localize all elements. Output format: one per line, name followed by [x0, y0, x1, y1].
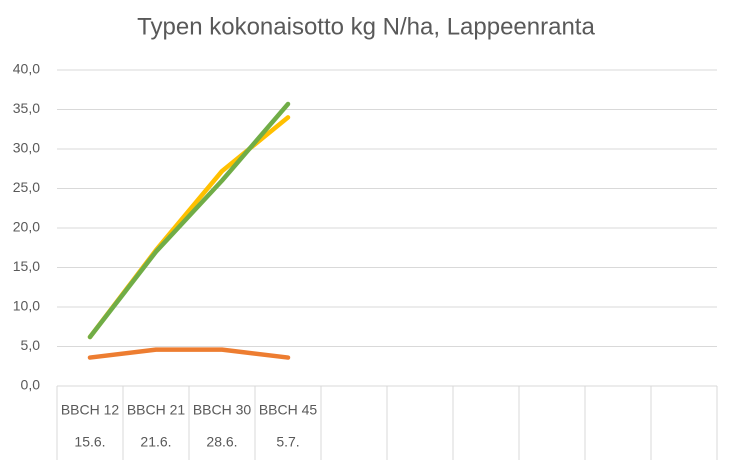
- chart-title: Typen kokonaisotto kg N/ha, Lappeenranta: [137, 13, 595, 40]
- x-tick-date: 5.7.: [276, 434, 299, 450]
- y-tick-label: 40,0: [13, 61, 40, 77]
- y-tick-label: 20,0: [13, 219, 40, 235]
- y-tick-label: 15,0: [13, 258, 40, 274]
- y-tick-label: 10,0: [13, 298, 40, 314]
- x-tick-date: 21.6.: [140, 434, 171, 450]
- y-tick-label: 0,0: [21, 377, 41, 393]
- y-tick-label: 35,0: [13, 100, 40, 116]
- series-line: [87, 115, 291, 340]
- x-tick-label: BBCH 45: [259, 402, 318, 418]
- x-tick-label: BBCH 21: [127, 402, 186, 418]
- y-tick-label: 5,0: [21, 337, 41, 353]
- series-line: [87, 347, 291, 360]
- x-tick-label: BBCH 30: [193, 402, 252, 418]
- series-line: [87, 101, 291, 340]
- x-tick-date: 15.6.: [74, 434, 105, 450]
- x-tick-label: BBCH 12: [61, 402, 120, 418]
- y-tick-label: 25,0: [13, 179, 40, 195]
- x-tick-date: 28.6.: [206, 434, 237, 450]
- y-tick-label: 30,0: [13, 140, 40, 156]
